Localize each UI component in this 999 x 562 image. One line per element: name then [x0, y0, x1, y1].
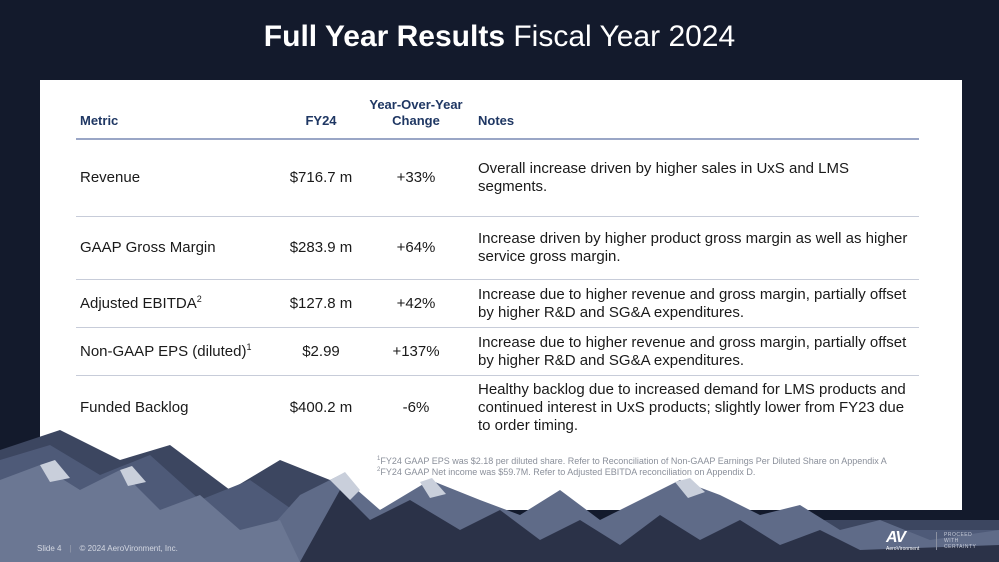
metric-label: Funded Backlog: [80, 399, 189, 416]
footnote-number: 1: [377, 456, 381, 462]
fy24-cell: $716.7 m: [289, 169, 353, 186]
slide-title: Full Year Results Fiscal Year 2024: [0, 18, 999, 56]
slide-number: Slide 4: [37, 544, 62, 553]
notes-cell: Healthy backlog due to increased demand …: [478, 381, 906, 434]
metric-label: Adjusted EBITDA: [80, 294, 197, 312]
fy24-cell: $283.9 m: [289, 239, 353, 256]
results-table: Metric FY24 Year-Over-Year Change Notes …: [76, 96, 919, 440]
slide-title-bold: Full Year Results: [263, 20, 506, 53]
content-panel: [40, 80, 962, 510]
metric-cell: Funded Backlog: [76, 399, 276, 417]
table-header-row: Metric FY24 Year-Over-Year Change Notes: [76, 96, 919, 140]
footnote-1: 1FY24 GAAP EPS was $2.18 per diluted sha…: [377, 456, 947, 467]
fy24-cell: $400.2 m: [289, 399, 353, 416]
metric-cell: GAAP Gross Margin: [76, 239, 276, 257]
table-row: Funded Backlog $400.2 m -6% Healthy back…: [76, 376, 919, 440]
footnote-text: FY24 GAAP EPS was $2.18 per diluted shar…: [380, 456, 887, 466]
footnote-marker: 2: [196, 293, 202, 304]
header-metric: Metric: [80, 113, 119, 128]
fy24-cell: $2.99: [302, 342, 340, 360]
slide-footer: Slide 4 | © 2024 AeroVironment, Inc.: [37, 544, 178, 554]
logo-brand: AeroVironment: [886, 546, 920, 552]
slide-title-light: Fiscal Year 2024: [513, 20, 736, 53]
tagline-line: PROCEED: [944, 532, 973, 538]
footnote-text: FY24 GAAP Net income was $59.7M. Refer t…: [380, 467, 756, 477]
table-row: Non-GAAP EPS (diluted)1 $2.99 +137% Incr…: [76, 328, 919, 376]
metric-label: GAAP Gross Margin: [80, 239, 216, 256]
notes-cell: Overall increase driven by higher sales …: [478, 160, 850, 195]
tagline-line: CERTAINTY: [944, 544, 977, 550]
yoy-cell: +64%: [396, 239, 436, 256]
yoy-cell: -6%: [402, 399, 430, 416]
copyright: © 2024 AeroVironment, Inc.: [79, 544, 178, 553]
header-yoy: Year-Over-Year Change: [369, 97, 463, 128]
footnote-marker: 1: [246, 341, 252, 352]
footer-separator: |: [69, 544, 72, 553]
tagline-line: WITH: [944, 538, 959, 544]
yoy-cell: +33%: [396, 169, 436, 186]
metric-cell: Non-GAAP EPS (diluted)1: [76, 341, 276, 361]
yoy-cell: +42%: [396, 294, 436, 312]
table-row: GAAP Gross Margin $283.9 m +64% Increase…: [76, 217, 919, 280]
company-logo: AV AeroVironment PROCEED WITH CERTAINTY: [886, 530, 986, 554]
notes-cell: Increase driven by higher product gross …: [478, 230, 908, 265]
metric-label: Revenue: [80, 169, 141, 186]
metric-cell: Revenue: [76, 169, 276, 187]
notes-cell: Increase due to higher revenue and gross…: [478, 285, 907, 321]
footnotes: 1FY24 GAAP EPS was $2.18 per diluted sha…: [377, 456, 947, 478]
logo-tagline: PROCEED WITH CERTAINTY: [944, 532, 976, 550]
table-row: Revenue $716.7 m +33% Overall increase d…: [76, 140, 919, 217]
table-row: Adjusted EBITDA2 $127.8 m +42% Increase …: [76, 280, 919, 328]
fy24-cell: $127.8 m: [289, 294, 353, 312]
mountain-illustration: [0, 430, 999, 562]
header-fy24: FY24: [305, 113, 337, 128]
yoy-cell: +137%: [392, 342, 440, 360]
logo-mark: AV: [886, 529, 906, 546]
logo-divider: [936, 532, 937, 550]
footnote-number: 2: [377, 467, 381, 473]
metric-cell: Adjusted EBITDA2: [76, 293, 276, 313]
metric-label: Non-GAAP EPS (diluted): [80, 342, 247, 360]
notes-cell: Increase due to higher revenue and gross…: [478, 333, 907, 369]
header-notes: Notes: [478, 113, 515, 128]
footnote-2: 2FY24 GAAP Net income was $59.7M. Refer …: [377, 467, 947, 478]
